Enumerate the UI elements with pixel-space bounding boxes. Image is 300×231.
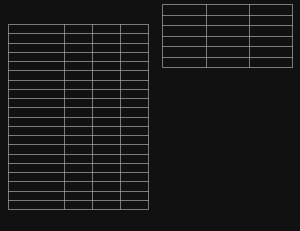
Bar: [162, 5, 292, 68]
Bar: [8, 25, 148, 209]
